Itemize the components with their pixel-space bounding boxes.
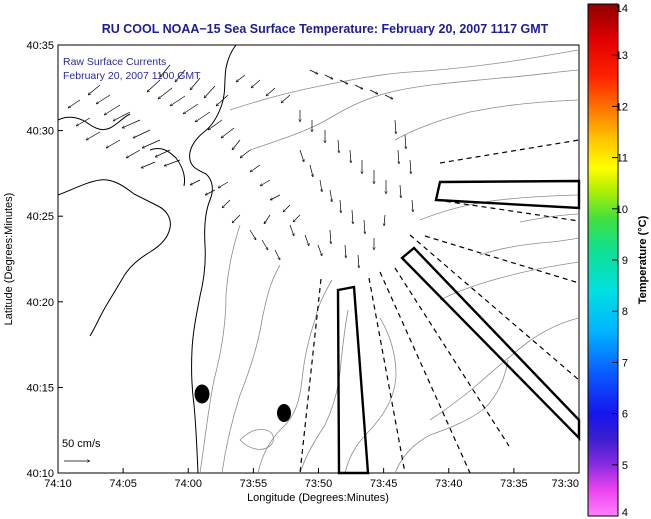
y-tick-label: 40:35 <box>26 40 54 52</box>
bathymetry-contours <box>199 49 579 473</box>
colorbar-tick-label: 11 <box>617 153 628 165</box>
y-tick-label: 40:15 <box>26 382 54 394</box>
x-tick-label: 73:50 <box>305 478 333 490</box>
colorbar-label: Temperature (°C) <box>637 215 649 304</box>
colorbar-tick-label: 7 <box>622 357 628 369</box>
x-tick-label: 73:30 <box>551 478 579 490</box>
coastline <box>58 45 237 473</box>
colorbar-tick-label: 8 <box>622 306 628 318</box>
x-axis: 74:10 74:05 74:00 73:55 73:50 73:45 73:40 73:35… <box>44 468 580 490</box>
current-vector-field <box>68 64 413 268</box>
x-tick-label: 73:35 <box>500 478 528 490</box>
radar-beam-dashed-lines <box>299 139 580 474</box>
plot-area: Raw Surface Currents February 20, 2007 1… <box>57 44 581 475</box>
y-axis-label: Latitude (Degrees:Minutes) <box>3 193 15 326</box>
transect-boxes <box>336 179 581 475</box>
x-tick-label: 74:05 <box>109 478 137 490</box>
y-tick-label: 40:10 <box>26 468 54 480</box>
transect-box-south <box>336 285 370 475</box>
colorbar-tick-label: 6 <box>622 409 628 421</box>
colorbar-tick-label: 10 <box>616 204 628 216</box>
y-tick-label: 40:20 <box>26 297 54 309</box>
colorbar-tick-label: 12 <box>616 101 628 113</box>
chart-title: RU COOL NOAA−15 Sea Surface Temperature:… <box>102 22 549 36</box>
colorbar-tick-label: 13 <box>616 50 628 62</box>
plot-frame <box>57 44 580 474</box>
colorbar-tick-label: 14 <box>616 3 628 15</box>
scale-vector: 50 cm/s <box>62 438 101 461</box>
station-marker <box>194 384 210 404</box>
y-tick-label: 40:25 <box>26 211 54 223</box>
x-tick-label: 73:55 <box>240 478 268 490</box>
station-marker <box>277 404 291 422</box>
y-tick-label: 40:30 <box>26 126 54 138</box>
colorbar-tick-label: 5 <box>622 460 628 472</box>
colorbar: 4 5 6 7 8 9 10 11 12 13 14 Temperature (°C) <box>587 3 649 519</box>
colorbar-tick-label: 4 <box>622 507 628 519</box>
x-tick-label: 73:45 <box>370 478 398 490</box>
colorbar-tick-label: 9 <box>622 255 628 267</box>
x-tick-label: 73:40 <box>435 478 463 490</box>
x-tick-label: 74:00 <box>174 478 202 490</box>
legend-line-2: February 20, 2007 1100 GMT <box>63 70 201 82</box>
y-axis: 40:10 40:15 40:20 40:25 40:30 40:35 <box>26 40 63 480</box>
transect-box-southeast <box>400 246 581 441</box>
legend-line-1: Raw Surface Currents <box>63 56 166 68</box>
x-tick-label: 74:10 <box>44 478 72 490</box>
legend: Raw Surface Currents February 20, 2007 1… <box>63 56 201 82</box>
x-axis-label: Longitude (Degrees:Minutes) <box>247 492 389 504</box>
transect-box-east <box>434 179 581 210</box>
colorbar-ticks: 4 5 6 7 8 9 10 11 12 13 14 <box>612 3 628 519</box>
scale-label: 50 cm/s <box>62 438 101 450</box>
